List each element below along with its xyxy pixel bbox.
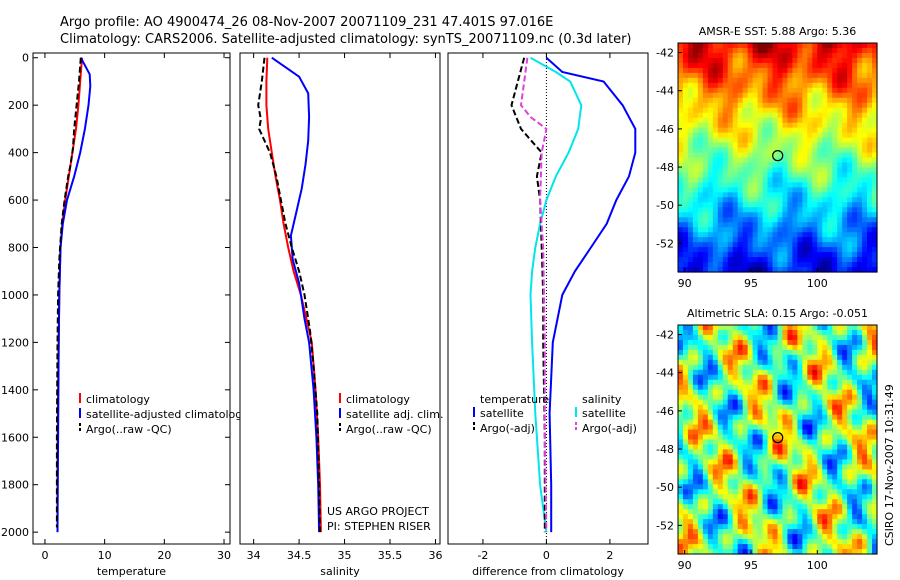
legend-label: satellite adj. clim. [346, 408, 443, 421]
map-sla: Altimetric SLA: 0.15 Argo: -0.051 90 95 100… [656, 307, 878, 572]
y-tick-label: -48 [656, 443, 674, 456]
x-axis-label: temperature [97, 565, 166, 578]
y-tick-label: -48 [656, 161, 674, 174]
y-tick-label: -52 [656, 237, 674, 250]
y-tick-label: 400 [8, 147, 29, 160]
y-tick-label: 1400 [1, 384, 29, 397]
map-cells [678, 325, 878, 555]
footer-timestamp: CSIRO 17-Nov-2007 10:31:49 [883, 384, 896, 546]
title-line-2: Climatology: CARS2006. Satellite-adjuste… [60, 32, 632, 47]
y-tick-label: 800 [8, 242, 29, 255]
series-line [529, 56, 583, 533]
y-tick-label: -42 [656, 47, 674, 60]
y-tick-label: -46 [656, 123, 674, 136]
title-line-1: Argo profile: AO 4900474_26 08-Nov-2007 … [60, 15, 553, 30]
x-tick-label: 100 [807, 277, 828, 290]
pi-label: PI: STEPHEN RISER [327, 520, 431, 533]
series-line [56, 57, 92, 533]
argo-position-marker [772, 432, 784, 444]
argo-position-marker [772, 150, 784, 162]
panel-difference: -2 0 2 difference from climatology temperatu… [447, 52, 649, 578]
x-tick-label: 0 [41, 549, 48, 562]
y-tick-label: 200 [8, 99, 29, 112]
legend-title-salinity: salinity [582, 393, 622, 406]
x-tick-label: 100 [807, 559, 828, 572]
map-cells [678, 43, 878, 273]
map-frame [677, 42, 878, 273]
legend-label: satellite-adjusted climatology [86, 408, 249, 421]
x-tick-label: 35 [338, 549, 352, 562]
x-tick-label: 34.5 [287, 549, 312, 562]
y-tick-label: 1800 [1, 479, 29, 492]
legend-label: Argo(..raw -QC) [346, 423, 432, 436]
legend-label: satellite [582, 407, 626, 420]
plot-frame [32, 52, 231, 545]
legend-label: climatology [86, 393, 150, 406]
map-sst: AMSR-E SST: 5.88 Argo: 5.36 90 95 100 -42 -44… [656, 25, 878, 290]
y-tick-label: -44 [656, 85, 674, 98]
x-tick-label: 34 [247, 549, 261, 562]
y-tick-label: -50 [656, 199, 674, 212]
legend-label: climatology [346, 393, 410, 406]
series-line [510, 57, 546, 533]
series-line [545, 56, 637, 533]
y-tick-label: -46 [656, 405, 674, 418]
x-tick-label: 2 [606, 549, 613, 562]
x-tick-label: 0 [543, 549, 550, 562]
x-tick-label: 90 [678, 277, 692, 290]
x-axis-label: salinity [320, 565, 360, 578]
x-tick-label: 95 [744, 559, 758, 572]
legend-label: satellite [480, 407, 524, 420]
y-tick-label: 1200 [1, 336, 29, 349]
y-tick-label: -50 [656, 481, 674, 494]
y-tick-label: 1000 [1, 289, 29, 302]
y-tick-label: 600 [8, 194, 29, 207]
map-title: Altimetric SLA: 0.15 Argo: -0.051 [687, 307, 868, 320]
x-tick-label: 90 [678, 559, 692, 572]
y-tick-label: -42 [656, 329, 674, 342]
x-tick-label: 95 [744, 277, 758, 290]
series-line [519, 57, 548, 533]
y-tick-label: 1600 [1, 431, 29, 444]
legend-label: Argo(-adj) [582, 422, 637, 435]
x-tick-label: -2 [477, 549, 488, 562]
x-tick-label: 30 [217, 549, 231, 562]
panel-temperature: 0 10 20 30 0 200 400 600 800 1000 1200 1400 1600 1800… [1, 52, 249, 578]
map-title: AMSR-E SST: 5.88 Argo: 5.36 [699, 25, 857, 38]
series-line [55, 57, 82, 528]
y-tick-label: -44 [656, 367, 674, 380]
plot-frame [447, 52, 649, 545]
plot-frame [239, 52, 441, 545]
legend-label: Argo(-adj) [480, 422, 535, 435]
x-axis-label: difference from climatology [472, 565, 624, 578]
legend-label: Argo(..raw -QC) [86, 423, 172, 436]
map-frame [677, 324, 878, 555]
y-tick-label: 0 [22, 52, 29, 65]
project-label: US ARGO PROJECT [327, 505, 429, 518]
series-line [271, 56, 321, 533]
x-tick-label: 35.5 [378, 549, 403, 562]
y-tick-label: -52 [656, 519, 674, 532]
y-tick-label: 2000 [1, 526, 29, 539]
legend-title-temperature: temperature [480, 393, 549, 406]
x-tick-label: 20 [157, 549, 171, 562]
x-tick-label: 10 [98, 549, 112, 562]
series-line [257, 57, 321, 533]
panel-salinity: 34 34.5 35 35.5 36 salinity climatology satelli… [239, 52, 443, 578]
x-tick-label: 36 [428, 549, 442, 562]
